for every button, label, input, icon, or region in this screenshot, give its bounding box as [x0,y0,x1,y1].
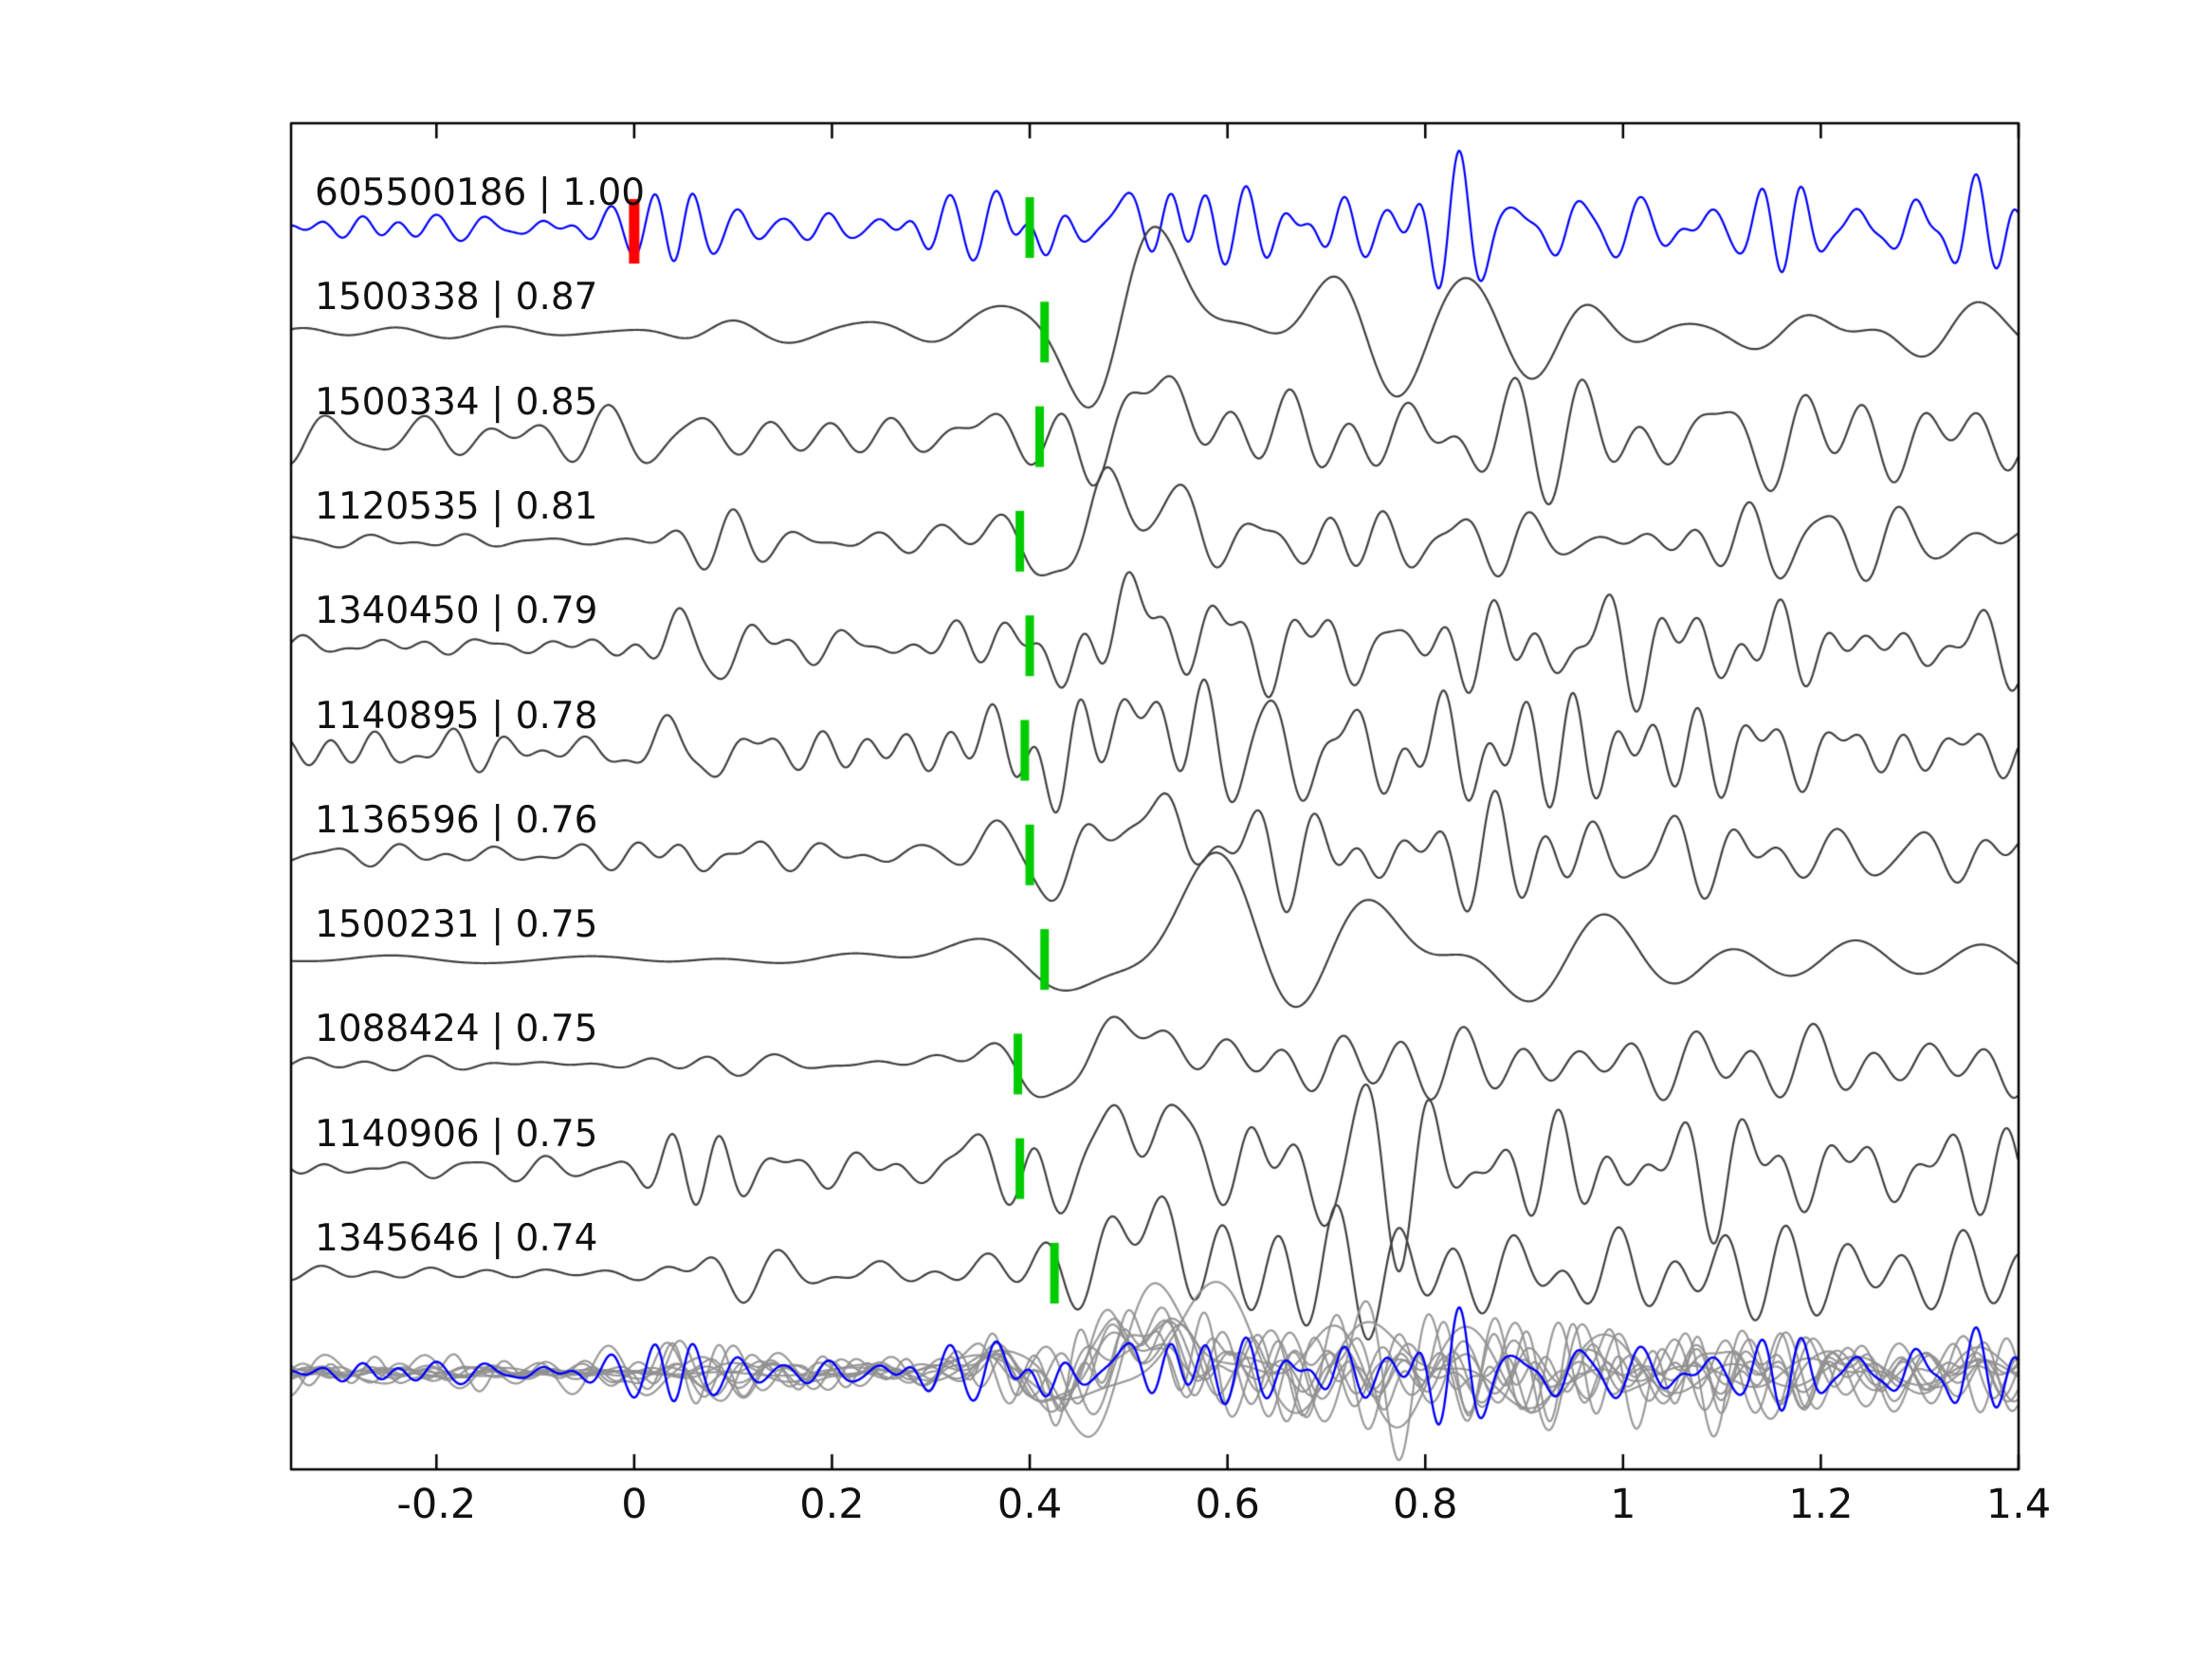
x-tick-label: -0.2 [396,1481,477,1528]
trace-label: 1140906 | 0.75 [315,1112,598,1156]
trace-label: 1500231 | 0.75 [315,903,598,947]
trace-label: 605500186 | 1.00 [315,172,646,214]
x-tick-label: 1 [1610,1481,1636,1528]
x-tick-label: 0 [621,1481,648,1528]
trace-label: 1500334 | 0.85 [315,380,598,424]
trace-label: 1088424 | 0.75 [315,1008,598,1051]
x-tick-label: 0.2 [799,1481,865,1528]
x-tick-label: 1.2 [1788,1481,1854,1528]
trace-label: 1136596 | 0.76 [315,798,598,842]
x-tick-label: 1.4 [1985,1481,2052,1528]
trace-label: 1140895 | 0.78 [315,694,598,738]
trace-label: 1340450 | 0.79 [315,590,598,633]
x-tick-label: 0.4 [996,1481,1063,1528]
x-tick-label: 0.8 [1393,1481,1458,1528]
x-tick-label: 0.6 [1195,1481,1260,1528]
trace-label: 1500338 | 0.87 [315,276,598,319]
trace-label: 1345646 | 0.74 [315,1217,598,1260]
trace-label: 1120535 | 0.81 [315,484,598,528]
